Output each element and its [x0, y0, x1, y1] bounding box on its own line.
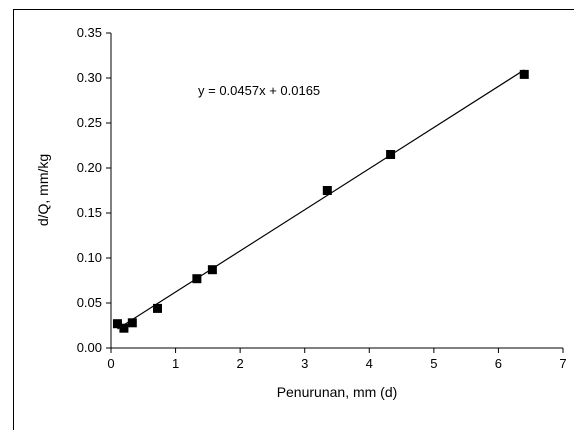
y-axis-label: d/Q, mm/kg	[35, 154, 51, 226]
data-point	[192, 274, 202, 284]
y-tick-label: 0.35	[77, 25, 102, 40]
scatter-chart: 0 1 2 3 4 5 6 7 0.00 0.05 0.10 0.15 0.20 0.25 0.30 0.35…	[35, 25, 567, 400]
data-point	[207, 265, 217, 275]
x-tick-label: 7	[559, 356, 566, 371]
y-tick-label: 0.30	[77, 70, 102, 85]
data-point	[386, 150, 396, 159]
data-point	[112, 319, 122, 329]
trendline-equation: y = 0.0457x + 0.0165	[198, 83, 320, 98]
chart-frame	[13, 9, 574, 430]
trendline	[117, 69, 525, 330]
data-point	[322, 186, 332, 195]
axes	[110, 33, 563, 349]
x-tick-label: 1	[172, 356, 179, 371]
y-tick-label: 0.25	[77, 115, 102, 130]
data-point	[152, 303, 162, 313]
x-tick-label: 0	[107, 356, 114, 371]
x-tick-label: 4	[366, 356, 373, 371]
x-tick-label: 5	[430, 356, 437, 371]
y-tick-label: 0.20	[77, 160, 102, 175]
x-tick-label: 3	[301, 356, 308, 371]
data-point	[127, 318, 137, 328]
x-axis-label: Penurunan, mm (d)	[277, 384, 398, 400]
x-tick-label: 6	[495, 356, 502, 371]
y-tick-label: 0.10	[77, 250, 102, 265]
data-point	[519, 69, 529, 79]
x-tick-label: 2	[237, 356, 244, 371]
y-tick-label: 0.15	[77, 205, 102, 220]
y-tick-label: 0.05	[77, 295, 102, 310]
data-point	[119, 323, 129, 333]
trendline-group	[117, 69, 525, 330]
ticks: 0 1 2 3 4 5 6 7 0.00 0.05 0.10 0.15 0.20 0.25 0.30 0.35	[77, 25, 567, 371]
points-group	[112, 69, 529, 333]
y-tick-label: 0.00	[77, 340, 102, 355]
